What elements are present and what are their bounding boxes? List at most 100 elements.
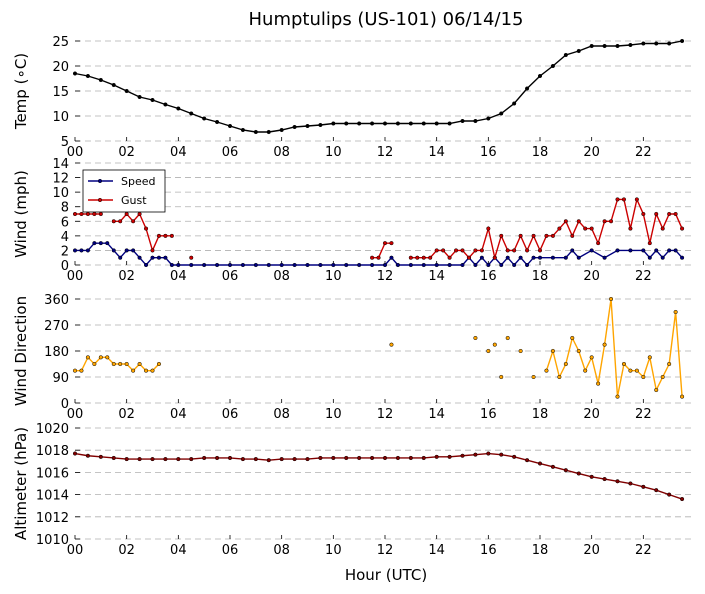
data-point: [131, 368, 136, 373]
data-point: [667, 492, 672, 497]
legend-box: [82, 169, 166, 213]
data-point: [673, 309, 678, 315]
data-point: [550, 233, 555, 238]
data-point: [499, 233, 504, 238]
data-point: [680, 38, 685, 44]
data-point: [660, 374, 665, 380]
data-point: [118, 219, 123, 224]
data-point: [227, 123, 233, 129]
y-tick-label: 8: [61, 201, 69, 216]
data-point: [143, 226, 149, 231]
data-point: [85, 453, 90, 458]
data-point: [150, 368, 155, 373]
x-tick-label: 04: [170, 543, 187, 558]
y-tick-label: 0: [61, 259, 69, 274]
data-point: [85, 73, 90, 79]
legend-marker: [97, 197, 103, 203]
data-point: [240, 127, 245, 133]
data-point: [156, 255, 162, 260]
data-point: [137, 94, 142, 100]
data-point: [544, 233, 549, 238]
data-point: [641, 211, 646, 217]
data-point: [202, 262, 207, 268]
y-tick-label: 12: [52, 172, 69, 187]
data-point: [240, 262, 245, 268]
x-tick-label: 16: [480, 269, 497, 284]
x-tick-label: 12: [377, 407, 394, 422]
data-point: [589, 248, 594, 253]
data-point: [150, 97, 155, 103]
data-point: [518, 255, 523, 260]
data-point: [576, 219, 581, 224]
data-point: [370, 121, 375, 126]
data-point: [628, 368, 633, 373]
data-point: [189, 457, 194, 462]
data-point: [389, 241, 394, 246]
data-point: [460, 262, 465, 268]
data-point: [680, 496, 685, 502]
data-point: [460, 118, 465, 124]
data-point: [550, 348, 555, 354]
x-tick-label: 14: [428, 407, 445, 422]
panel-0: 5 10 15 20 25 00 02 04 06 08 10 12 14 16 18 20 22 Temp (∘…: [12, 35, 695, 160]
data-point: [370, 262, 375, 268]
x-tick-label: 04: [170, 269, 187, 284]
data-point: [563, 468, 568, 473]
legend-label: Speed: [121, 175, 155, 188]
y-tick-label: 1010: [36, 533, 69, 548]
data-point: [602, 342, 607, 347]
data-point: [292, 262, 297, 268]
data-point: [499, 111, 504, 116]
x-tick-label: 10: [325, 543, 342, 558]
y-tick-label: 5: [61, 135, 69, 150]
data-point: [486, 262, 491, 268]
data-point: [382, 241, 388, 246]
data-point: [602, 43, 607, 49]
data-point: [447, 262, 452, 268]
data-point: [382, 455, 388, 461]
data-point: [447, 454, 452, 459]
y-tick-label: 90: [52, 371, 69, 386]
data-point: [486, 348, 491, 354]
data-point: [505, 255, 510, 260]
data-point: [357, 455, 362, 461]
series-line: [545, 298, 683, 397]
data-point: [667, 41, 672, 46]
data-point: [137, 255, 142, 260]
data-point: [279, 457, 284, 462]
data-point: [124, 457, 129, 462]
data-point: [137, 211, 142, 217]
data-point: [589, 226, 594, 231]
data-point: [395, 262, 400, 268]
data-point: [518, 348, 523, 354]
data-point: [150, 457, 155, 462]
data-point: [163, 233, 168, 238]
data-point: [576, 255, 581, 260]
x-tick-label: 08: [273, 543, 290, 558]
data-point: [460, 453, 465, 458]
y-axis-label: Wind Direction: [12, 296, 30, 406]
data-point: [634, 197, 639, 202]
data-point: [169, 233, 174, 238]
data-point: [428, 255, 433, 260]
data-point: [176, 457, 181, 462]
data-point: [525, 262, 530, 268]
x-tick-label: 20: [583, 543, 600, 558]
data-point: [331, 455, 336, 461]
data-point: [576, 471, 581, 476]
x-tick-label: 12: [377, 269, 394, 284]
y-tick-label: 15: [52, 85, 69, 100]
x-tick-label: 00: [67, 269, 84, 284]
legend-label: Gust: [121, 194, 147, 207]
data-point: [634, 368, 639, 373]
data-point: [621, 361, 627, 367]
data-point: [602, 219, 607, 224]
data-point: [357, 121, 362, 126]
y-tick-label: 14: [52, 157, 69, 172]
data-point: [163, 102, 168, 107]
data-point: [318, 122, 323, 128]
x-tick-label: 14: [428, 145, 445, 160]
data-point: [98, 355, 103, 360]
